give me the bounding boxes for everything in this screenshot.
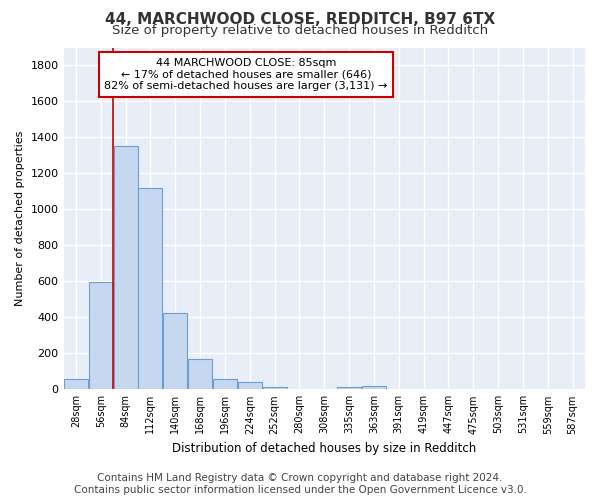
Bar bbox=[113, 146, 137, 390]
Bar bbox=[362, 386, 386, 390]
Bar bbox=[139, 188, 163, 390]
Bar bbox=[89, 282, 113, 390]
Text: 44, MARCHWOOD CLOSE, REDDITCH, B97 6TX: 44, MARCHWOOD CLOSE, REDDITCH, B97 6TX bbox=[105, 12, 495, 28]
Bar bbox=[64, 380, 88, 390]
Text: 44 MARCHWOOD CLOSE: 85sqm
← 17% of detached houses are smaller (646)
82% of semi: 44 MARCHWOOD CLOSE: 85sqm ← 17% of detac… bbox=[104, 58, 388, 91]
Bar bbox=[163, 313, 187, 390]
Bar bbox=[188, 358, 212, 390]
Y-axis label: Number of detached properties: Number of detached properties bbox=[15, 130, 25, 306]
Bar bbox=[238, 382, 262, 390]
Bar bbox=[213, 378, 237, 390]
Text: Contains HM Land Registry data © Crown copyright and database right 2024.
Contai: Contains HM Land Registry data © Crown c… bbox=[74, 474, 526, 495]
X-axis label: Distribution of detached houses by size in Redditch: Distribution of detached houses by size … bbox=[172, 442, 476, 455]
Text: Size of property relative to detached houses in Redditch: Size of property relative to detached ho… bbox=[112, 24, 488, 37]
Bar bbox=[263, 386, 287, 390]
Bar bbox=[337, 386, 361, 390]
